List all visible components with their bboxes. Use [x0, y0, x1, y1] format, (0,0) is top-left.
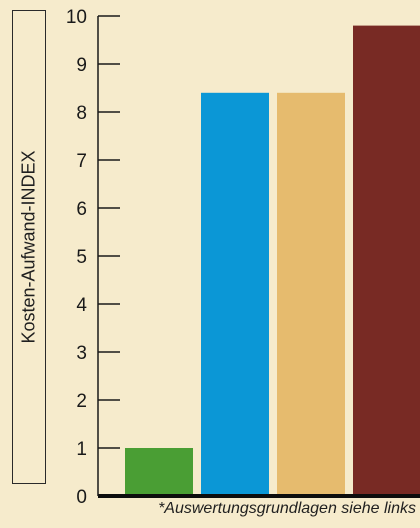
- y-tick-label: 3: [76, 343, 87, 364]
- y-tick-label: 8: [76, 103, 87, 124]
- bar: [277, 92, 345, 497]
- y-tick-label: 2: [76, 391, 87, 412]
- bar: [201, 92, 269, 497]
- y-tick-label: 1: [76, 439, 87, 460]
- bars: [125, 25, 420, 497]
- y-tick-label: 0: [76, 487, 87, 508]
- bar: [125, 448, 193, 496]
- y-tick-label: 6: [76, 199, 87, 220]
- bar: [353, 25, 420, 496]
- footnote: *Auswertungsgrundlagen siehe links: [158, 500, 416, 517]
- y-tick-label: 10: [66, 7, 87, 28]
- y-tick-label: 4: [76, 295, 87, 316]
- y-axis-label-box: [12, 10, 46, 484]
- y-tick-label: 9: [76, 55, 87, 76]
- y-tick-label: 5: [76, 247, 87, 268]
- y-tick-label: 7: [76, 151, 87, 172]
- y-axis: 0 1 2 3 4 5 6 7 8 9 10: [66, 7, 120, 508]
